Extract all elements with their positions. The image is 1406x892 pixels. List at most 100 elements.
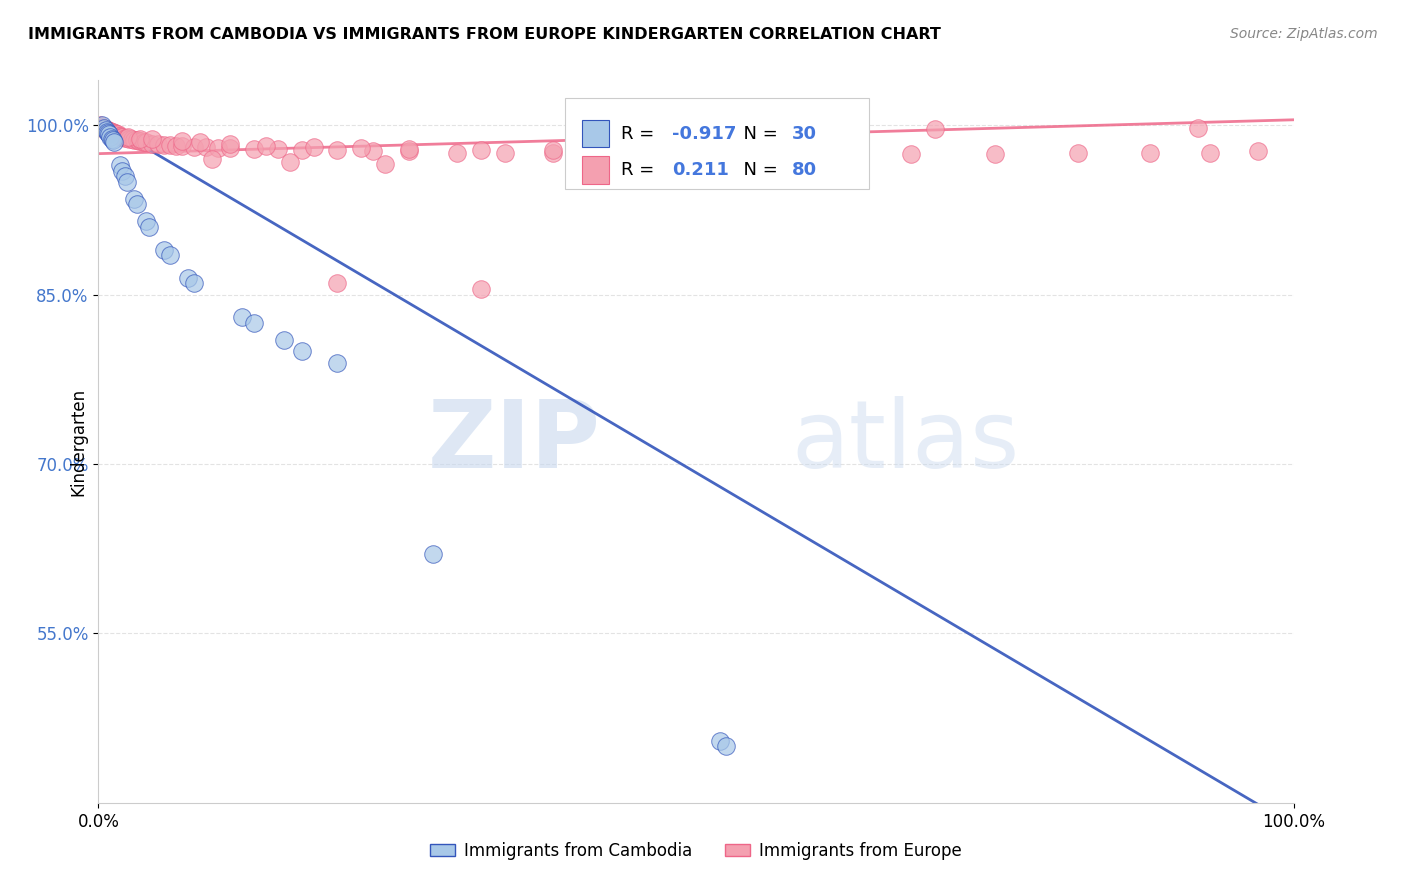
- Text: N =: N =: [733, 125, 783, 143]
- Point: [398, 142, 420, 156]
- Point: [103, 126, 125, 140]
- Point: [159, 137, 181, 152]
- Point: [93, 121, 115, 136]
- Point: [110, 129, 132, 144]
- Point: [1139, 145, 1161, 160]
- Point: [89, 119, 111, 133]
- Point: [924, 121, 946, 136]
- Point: [470, 143, 492, 157]
- Point: [115, 175, 138, 189]
- Point: [165, 138, 187, 153]
- Point: [828, 146, 851, 161]
- Point: [183, 277, 205, 291]
- Point: [138, 220, 160, 235]
- Point: [114, 169, 136, 184]
- Point: [541, 143, 564, 157]
- Point: [121, 132, 143, 146]
- Bar: [582, 120, 609, 147]
- Point: [96, 125, 118, 139]
- Point: [900, 146, 922, 161]
- Point: [98, 129, 122, 144]
- Point: [685, 146, 707, 161]
- Point: [183, 140, 205, 154]
- Point: [105, 128, 128, 142]
- Point: [107, 128, 129, 142]
- Point: [104, 126, 127, 140]
- Point: [125, 133, 148, 147]
- Point: [1067, 145, 1090, 160]
- Point: [602, 123, 624, 137]
- Point: [398, 145, 420, 159]
- Point: [446, 145, 468, 160]
- Point: [195, 140, 218, 154]
- Point: [1247, 145, 1270, 159]
- Point: [172, 138, 194, 153]
- Point: [108, 128, 131, 143]
- Point: [709, 733, 731, 747]
- Point: [219, 136, 242, 151]
- Point: [148, 136, 170, 151]
- Point: [97, 126, 120, 140]
- Point: [159, 248, 181, 262]
- Point: [111, 129, 134, 144]
- Point: [243, 142, 266, 156]
- Point: [125, 197, 148, 211]
- Point: [94, 121, 117, 136]
- Point: [132, 136, 155, 150]
- Point: [326, 143, 349, 157]
- Text: -0.917: -0.917: [672, 125, 737, 143]
- Point: [124, 192, 146, 206]
- Point: [350, 141, 373, 155]
- Point: [153, 137, 176, 152]
- Text: R =: R =: [620, 125, 659, 143]
- Text: IMMIGRANTS FROM CAMBODIA VS IMMIGRANTS FROM EUROPE KINDERGARTEN CORRELATION CHAR: IMMIGRANTS FROM CAMBODIA VS IMMIGRANTS F…: [28, 27, 941, 42]
- Point: [172, 134, 194, 148]
- Point: [103, 136, 125, 150]
- Point: [984, 146, 1007, 161]
- Point: [108, 158, 131, 172]
- Point: [756, 146, 779, 161]
- Point: [745, 123, 768, 137]
- Point: [90, 120, 112, 134]
- Point: [128, 134, 150, 148]
- Point: [115, 131, 138, 145]
- Point: [135, 214, 157, 228]
- Point: [91, 120, 114, 135]
- Point: [231, 310, 253, 325]
- Text: 30: 30: [792, 125, 817, 143]
- Point: [100, 132, 122, 146]
- Legend: Immigrants from Cambodia, Immigrants from Europe: Immigrants from Cambodia, Immigrants fro…: [423, 836, 969, 867]
- Point: [278, 154, 301, 169]
- Point: [118, 132, 141, 146]
- Point: [107, 128, 129, 143]
- Point: [302, 140, 325, 154]
- Point: [117, 129, 139, 144]
- Point: [141, 132, 163, 146]
- Point: [326, 355, 349, 369]
- Point: [141, 136, 163, 151]
- Point: [98, 128, 121, 142]
- Point: [91, 120, 114, 135]
- Point: [97, 123, 120, 137]
- Point: [422, 548, 444, 562]
- Point: [541, 145, 564, 160]
- Text: ZIP: ZIP: [427, 395, 600, 488]
- Point: [219, 141, 242, 155]
- Point: [129, 132, 152, 146]
- Point: [114, 131, 136, 145]
- Point: [637, 146, 659, 161]
- Point: [1187, 120, 1209, 135]
- Point: [494, 145, 516, 160]
- Point: [94, 123, 117, 137]
- Text: Source: ZipAtlas.com: Source: ZipAtlas.com: [1230, 27, 1378, 41]
- Point: [101, 125, 124, 139]
- Point: [470, 282, 492, 296]
- Point: [98, 124, 121, 138]
- Point: [96, 123, 118, 137]
- Point: [91, 119, 114, 133]
- Point: [93, 120, 115, 135]
- Point: [124, 133, 146, 147]
- Point: [254, 138, 277, 153]
- Point: [273, 333, 295, 347]
- Y-axis label: Kindergarten: Kindergarten: [69, 387, 87, 496]
